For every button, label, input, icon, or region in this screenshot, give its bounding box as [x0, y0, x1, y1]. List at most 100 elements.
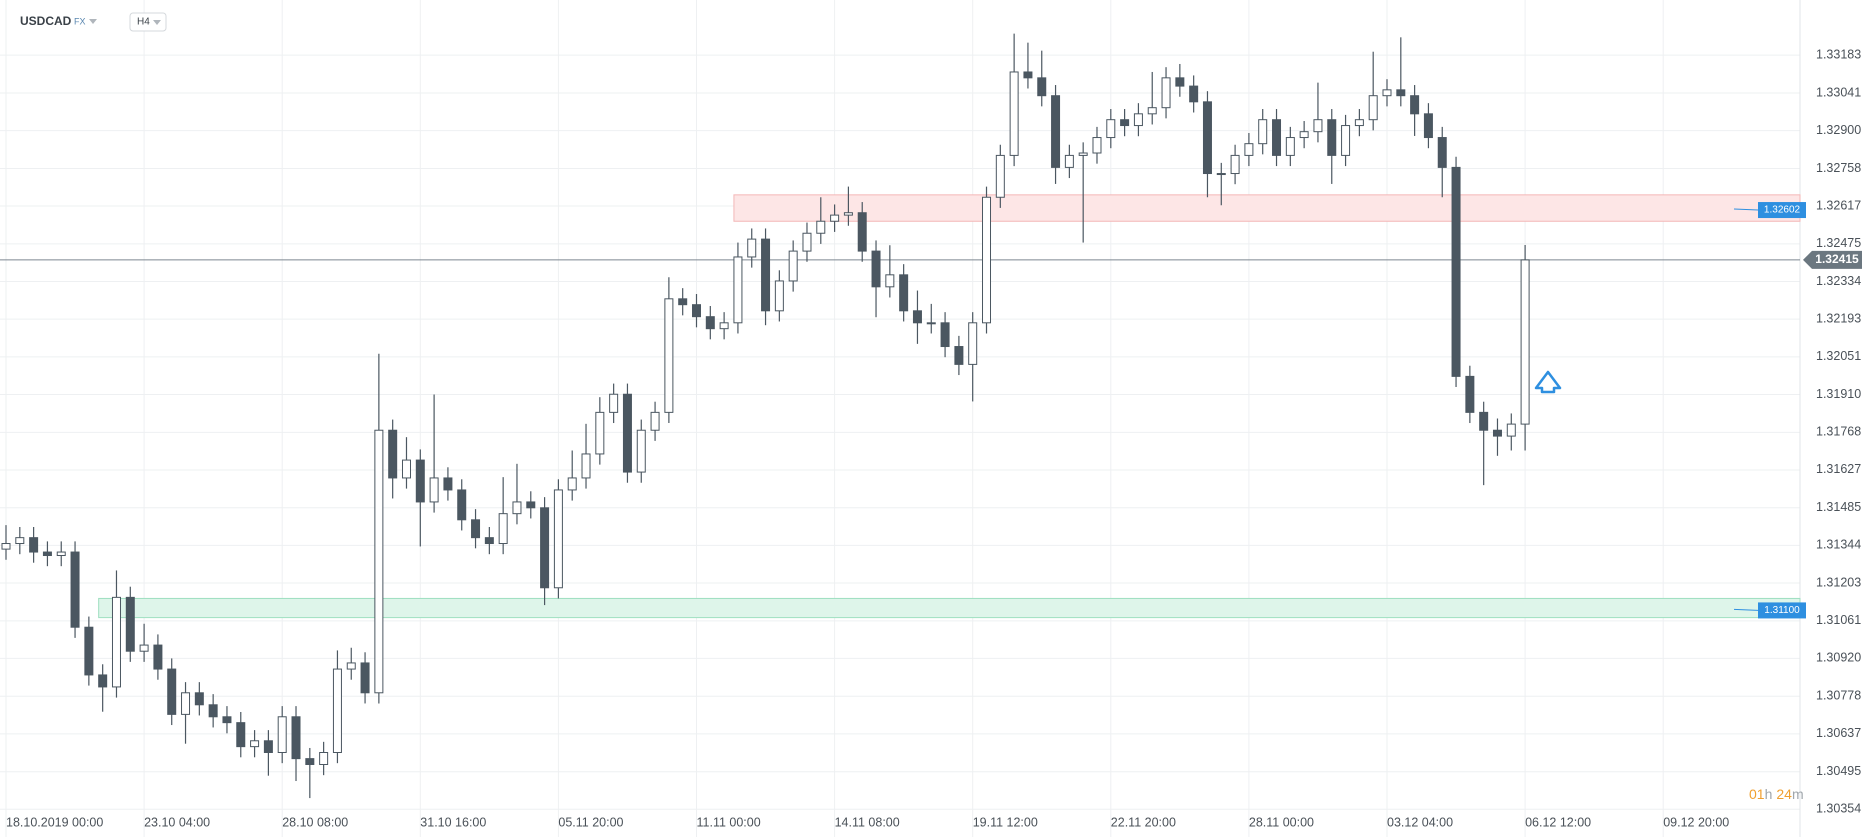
x-tick-label: 19.11 12:00 — [973, 815, 1038, 829]
candle-body — [388, 429, 398, 479]
zone — [98, 597, 1801, 619]
x-tick-label: 28.10 08:00 — [282, 815, 348, 829]
candle-body — [263, 740, 273, 754]
candle-body — [1147, 107, 1157, 115]
y-tick-label: 1.31485 — [1816, 500, 1861, 514]
candle-body — [346, 662, 356, 670]
y-tick-label: 1.31061 — [1816, 613, 1861, 627]
y-tick-label: 1.31627 — [1816, 462, 1861, 476]
candle-body — [250, 740, 260, 748]
candle-body — [1092, 137, 1102, 154]
candle-body — [1382, 89, 1392, 97]
y-tick-label: 1.31344 — [1816, 538, 1861, 552]
candle-body — [1, 543, 11, 550]
candle-body — [194, 692, 204, 706]
candle-body — [139, 644, 149, 652]
y-tick-label: 1.31910 — [1816, 387, 1861, 401]
candle-body — [1189, 85, 1199, 103]
zone-level-label: 1.31100 — [1764, 605, 1800, 616]
candle-body — [553, 489, 563, 589]
candle-body — [415, 459, 425, 503]
timeframe-button[interactable] — [129, 12, 167, 32]
candle-body — [15, 537, 25, 545]
zone-level-line — [1733, 208, 1759, 211]
timeframe[interactable]: H4 — [137, 17, 150, 28]
candle-body — [899, 274, 909, 312]
x-tick-label: 09.12 20:00 — [1663, 815, 1729, 829]
timer-unit: h — [1765, 786, 1773, 802]
last-price-label: 1.32415 — [1815, 252, 1859, 266]
candle-body — [692, 304, 701, 318]
candle-body — [788, 250, 798, 282]
buy-arrow-icon[interactable] — [1534, 370, 1562, 394]
candle-body — [1120, 119, 1130, 127]
candle-body — [664, 298, 674, 413]
candle-body — [153, 644, 163, 670]
candle-body — [595, 411, 605, 455]
y-tick-label: 1.32193 — [1816, 311, 1861, 325]
candle-body — [360, 662, 370, 694]
y-tick-label: 1.31768 — [1816, 425, 1861, 439]
candle-body — [843, 212, 853, 216]
candle-body — [1133, 113, 1143, 127]
candle-body — [1506, 423, 1516, 437]
x-tick-label: 18.10.2019 00:00 — [6, 815, 103, 829]
candle-body — [374, 429, 384, 694]
candle-body — [622, 393, 632, 473]
candle-body — [857, 212, 867, 252]
candle-body — [954, 346, 964, 365]
candle-body — [1410, 95, 1420, 115]
x-tick-label: 06.12 12:00 — [1525, 815, 1591, 829]
zone-level-box — [1758, 602, 1806, 619]
grid — [0, 0, 1801, 837]
candle-body — [733, 256, 743, 324]
x-tick-label: 23.10 04:00 — [144, 815, 210, 829]
candle-body — [1230, 154, 1240, 175]
candle-body — [982, 196, 992, 324]
candle-body — [912, 310, 922, 324]
candle-body — [332, 668, 342, 754]
candle-body — [208, 704, 218, 718]
candle-body — [926, 322, 936, 325]
candle-body — [181, 692, 191, 715]
zone-level-box — [1758, 202, 1806, 219]
candle-body — [567, 477, 577, 491]
candle-body — [1106, 119, 1116, 139]
candle-body — [1451, 166, 1461, 377]
candle-body — [774, 280, 784, 312]
candle-body — [291, 716, 301, 760]
candle-body — [457, 489, 467, 521]
y-tick-label: 1.32051 — [1816, 349, 1861, 363]
candle-body — [236, 722, 246, 748]
candle-body — [719, 322, 729, 330]
y-tick-label: 1.32617 — [1816, 198, 1861, 212]
y-tick-label: 1.30778 — [1816, 689, 1861, 703]
candle-body — [1258, 119, 1268, 145]
candle-body — [222, 716, 232, 724]
candle-body — [1341, 125, 1351, 156]
labels: 1.33183 1.33041 1.32900 1.32758 1.32617 1.324… — [6, 47, 1862, 829]
candle-body — [995, 154, 1005, 198]
candle-body — [1423, 113, 1433, 139]
candle-body — [1037, 77, 1047, 97]
candle-body — [1492, 429, 1502, 437]
candle-body — [885, 274, 895, 288]
candle-body — [1175, 77, 1185, 87]
candle-body — [1023, 71, 1033, 79]
symbol[interactable]: USDCAD — [20, 14, 72, 28]
candle-body — [42, 551, 52, 557]
market: FX — [74, 16, 86, 26]
candle-body — [29, 537, 39, 553]
candle-body — [609, 393, 619, 413]
candle-body — [401, 459, 411, 479]
candle-body — [1051, 95, 1061, 168]
candle-body — [277, 716, 287, 754]
y-tick-label: 1.32475 — [1816, 236, 1861, 250]
candle-body — [1161, 77, 1171, 109]
dropdown-icon[interactable] — [89, 19, 97, 24]
candle-body — [830, 214, 840, 222]
candle-body — [1396, 89, 1406, 97]
x-tick-label: 11.11 00:00 — [697, 815, 761, 829]
candle-body — [636, 429, 646, 473]
candle-body — [1479, 411, 1489, 431]
